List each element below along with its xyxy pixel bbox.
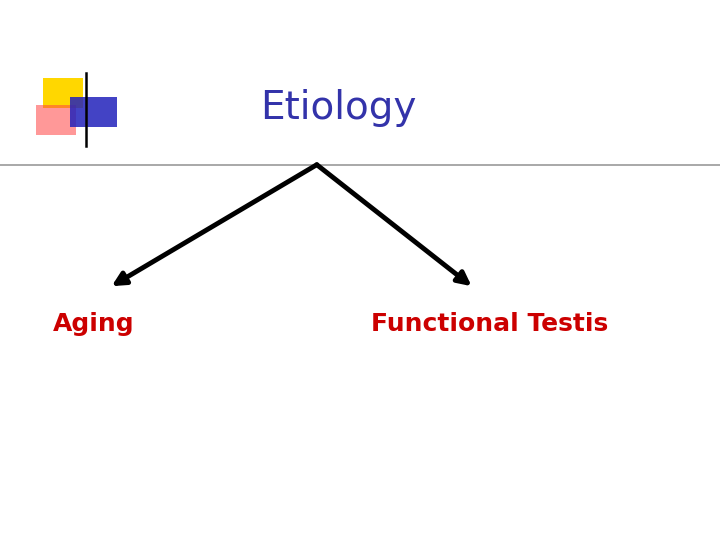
Bar [70, 97, 117, 127]
Text: Aging: Aging [53, 312, 135, 336]
Text: Functional Testis: Functional Testis [371, 312, 608, 336]
Bar [43, 78, 83, 108]
Text: Etiology: Etiology [260, 89, 417, 127]
Bar [36, 105, 76, 135]
